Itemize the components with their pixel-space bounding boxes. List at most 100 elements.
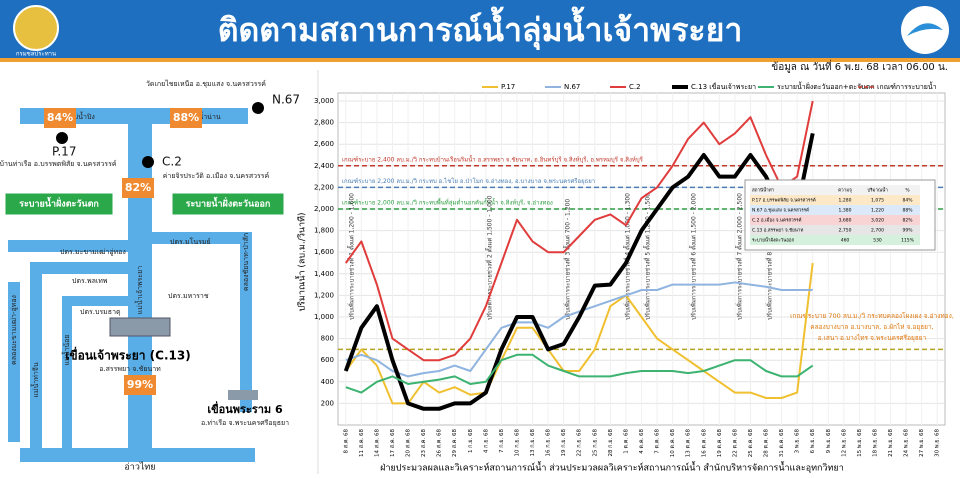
table-cell: 460 (841, 238, 850, 244)
table-row-bg (750, 215, 920, 225)
drain-box (4, 192, 114, 216)
station-code: C.2 (162, 155, 182, 169)
series-line (345, 353, 814, 394)
table-cell: 2,750 (839, 228, 852, 234)
x-tick-label: 29 ส.ค. 68 (451, 429, 458, 458)
x-tick-label: 17 ส.ค. 68 (389, 429, 396, 458)
vertical-note: ปรับเพิ่มการระบายช่วงที่ 4 ตั้งแต่ 1,000… (622, 193, 632, 320)
vertical-note: ปรับเพิ่มการระบายช่วงที่ 8 ตั้งแต่ 2,500… (764, 193, 774, 320)
station-location: ค่ายจิรประวัติ อ.เมือง จ.นครสวรรค์ (163, 172, 270, 180)
gate-label: ปตร.พลเทพ (72, 277, 108, 285)
percent-box (124, 375, 156, 395)
x-tick-label: 27 พ.ย. 68 (919, 429, 925, 457)
x-tick-label: 13 ก.ย. 68 (530, 429, 536, 457)
station-code: N.67 (272, 93, 300, 107)
percent-label: 84% (47, 111, 73, 124)
x-tick-label: 24 พ.ย. 68 (904, 429, 910, 457)
table-cell: 84% (902, 198, 913, 204)
y-tick-label: 200 (321, 399, 334, 407)
x-tick-label: 19 ต.ค. 68 (717, 429, 723, 458)
percent-label: 99% (127, 378, 153, 391)
table-cell: 1,380 (839, 208, 852, 214)
table-cell: ปริมาณน้ำ (867, 187, 888, 194)
dam-icon (228, 390, 258, 400)
river-label: แม่น้ำน้อย (60, 335, 71, 366)
x-tick-label: 30 พ.ย. 68 (935, 429, 941, 457)
x-tick-label: 28 ก.ย. 68 (608, 429, 614, 457)
x-tick-label: 10 ต.ค. 68 (670, 429, 676, 458)
x-tick-label: 8 ส.ค. 68 (342, 429, 349, 454)
x-tick-label: 20 ส.ค. 68 (405, 429, 412, 458)
river (8, 282, 20, 442)
x-tick-label: 11 ส.ค. 68 (358, 429, 365, 458)
y-tick-label: 2,200 (314, 183, 334, 191)
station-marker (56, 132, 68, 144)
x-tick-label: 25 ก.ย. 68 (592, 429, 598, 457)
sea-label: อ่าวไทย (124, 462, 155, 473)
vertical-note: ปรับเพิ่มการระบายช่วงที่ 5 ตั้งแต่ 1,200… (642, 193, 652, 320)
table-row-bg (750, 185, 920, 195)
legend-label: N.67 (564, 83, 580, 91)
x-tick-label: 9 พ.ย. 68 (826, 429, 832, 454)
table-cell: 115% (901, 238, 915, 244)
river-label: แม่น้ำท่าจีน (29, 362, 40, 397)
x-tick-label: 21 พ.ย. 68 (888, 429, 894, 457)
table-row-bg (750, 225, 920, 235)
series-line (345, 281, 813, 378)
drain-label: ระบายน้ำฝั่งตะวันตก (19, 197, 99, 210)
table-cell: ความจุ (838, 189, 852, 194)
gate-label: ปตร.บรมธาตุ (80, 308, 121, 316)
river-label: คลองชัยนาท-ป่าสัก (242, 233, 250, 291)
dam-icon (109, 317, 171, 337)
x-tick-label: 28 ต.ค. 68 (764, 429, 770, 458)
table-cell: สถานีน้ำท่า (752, 187, 775, 194)
logo-right (901, 6, 949, 54)
river-label: แม่น้ำเจ้าพระยา (133, 266, 144, 315)
gate-label: ปตร.มหาราช (168, 292, 209, 300)
threshold-note: คลองบางบาล อ.บางบาล, อ.ผักไห่ จ.อยุธยา, (810, 323, 933, 331)
x-tick-label: 4 ก.ย. 68 (483, 429, 489, 454)
y-tick-label: 2,000 (314, 205, 334, 213)
table-cell: 3,680 (839, 218, 852, 224)
table-cell: C.13 อ.สรรพยา จ.ชัยนาท (752, 228, 803, 234)
table-cell: 1,075 (871, 198, 884, 204)
river (62, 296, 128, 306)
y-tick-label: 600 (321, 356, 334, 364)
river (8, 240, 128, 252)
y-tick-label: 2,600 (314, 140, 334, 148)
station-location: วัดเกยไชยเหนือ อ.ชุมแสง จ.นครสวรรค์ (146, 79, 266, 88)
table-cell: 99% (902, 228, 913, 234)
series-line (344, 100, 814, 362)
station-code: P.17 (52, 145, 76, 159)
x-tick-label: 3 พ.ย. 68 (795, 429, 801, 454)
station-marker (142, 156, 154, 168)
dam-name: เขื่อนเจ้าพระยา (C.13) (65, 347, 190, 363)
x-tick-label: 26 ส.ค. 68 (436, 429, 443, 458)
y-tick-label: 1,800 (314, 227, 334, 235)
x-tick-label: 10 ก.ย. 68 (514, 429, 520, 457)
x-tick-label: 7 ก.ย. 68 (499, 429, 505, 454)
gate-label: ปตร.มะขามเฒ่าอู่ทอง (60, 248, 126, 256)
y-tick-label: 2,400 (314, 162, 334, 170)
river (20, 448, 255, 462)
y-tick-label: 2,800 (314, 119, 334, 127)
x-tick-label: 18 พ.ย. 68 (872, 429, 878, 457)
vertical-note: ปรับเพิ่มการระบายช่วงที่ 3 ตั้งแต่ 700 -… (562, 199, 572, 320)
threshold-note: อ.เสนา อ.บางไทร จ.พระนครศรีอยุธยา (818, 334, 927, 342)
drain-box (171, 192, 285, 216)
header-stripe (0, 58, 960, 62)
x-tick-label: 25 ต.ค. 68 (748, 429, 754, 458)
percent-label: 88% (173, 111, 199, 124)
river (152, 232, 252, 244)
date-note: ข้อมูล ณ วันที่ 6 พ.ย. 68 เวลา 06.00 น. (771, 59, 948, 73)
logo-caption: กรมชลประทาน (16, 51, 56, 58)
y-axis-title: ปริมาณน้ำ (ลบ.ม./วินาที) (295, 212, 308, 311)
y-tick-label: 1,400 (314, 270, 334, 278)
x-tick-label: 13 ต.ค. 68 (686, 429, 692, 458)
percent-label: 82% (125, 181, 151, 194)
percent-box (44, 108, 76, 128)
percent-box (122, 178, 154, 198)
header-band (0, 0, 960, 62)
y-tick-label: 1,000 (314, 313, 334, 321)
